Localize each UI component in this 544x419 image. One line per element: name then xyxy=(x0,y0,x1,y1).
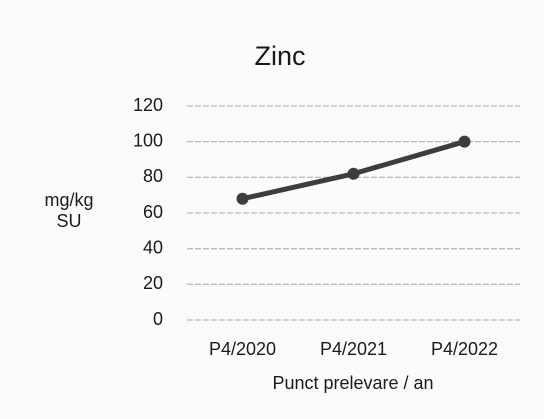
data-point xyxy=(236,192,249,205)
y-tick-label: 40 xyxy=(143,237,163,257)
x-tick-label: P4/2021 xyxy=(320,339,387,359)
y-tick-label: 80 xyxy=(143,166,163,186)
y-tick-label: 20 xyxy=(143,273,163,293)
y-axis-label: mg/kg SU xyxy=(44,190,94,231)
y-axis-label-box: mg/kg SU xyxy=(44,190,94,231)
chart-title: Zinc xyxy=(254,41,305,71)
x-tick-label: P4/2020 xyxy=(209,339,276,359)
data-point xyxy=(347,167,360,180)
y-tick-label: 0 xyxy=(153,309,163,329)
y-tick-label: 120 xyxy=(133,95,163,115)
x-tick-label: P4/2022 xyxy=(431,339,498,359)
x-axis-label: Punct prelevare / an xyxy=(272,373,433,393)
data-point xyxy=(458,135,471,148)
y-tick-label: 100 xyxy=(133,130,163,150)
y-tick-label: 60 xyxy=(143,202,163,222)
